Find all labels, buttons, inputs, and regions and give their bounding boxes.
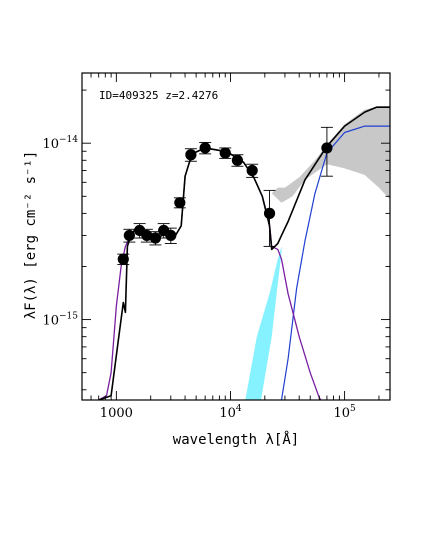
y-tick-label: 10−14: [42, 135, 78, 152]
dust-model-line: [280, 125, 390, 400]
data-point: [165, 229, 177, 242]
model-bands: [245, 106, 390, 400]
data-point: [174, 197, 186, 209]
plot-frame: [81, 72, 391, 401]
data-point: [231, 154, 243, 166]
data-point: [199, 142, 211, 154]
x-tick-label: 104: [219, 404, 242, 421]
data-point: [263, 207, 276, 219]
data-point: [149, 232, 162, 244]
x-tick-label: 1000: [100, 406, 133, 421]
data-point: [219, 147, 231, 159]
source-annotation: ID=409325 z=2.4276: [99, 89, 218, 102]
photometry-points: [117, 126, 333, 266]
data-point: [185, 149, 197, 161]
data-point: [141, 229, 153, 242]
x-tick-label: 105: [333, 404, 356, 421]
x-axis-label: wavelength λ[Å]: [173, 431, 299, 448]
axis-ticks: 1000 104 105 10−15 10−14: [42, 73, 390, 421]
data-point: [123, 229, 135, 242]
total-band: [271, 106, 390, 203]
dust-band: [245, 246, 282, 400]
data-point: [117, 253, 129, 265]
y-tick-label: 10−15: [42, 312, 78, 329]
data-point: [246, 164, 258, 177]
data-point: [321, 142, 333, 154]
y-axis-label: λF(λ) [erg cm⁻² s⁻¹]: [23, 151, 39, 320]
